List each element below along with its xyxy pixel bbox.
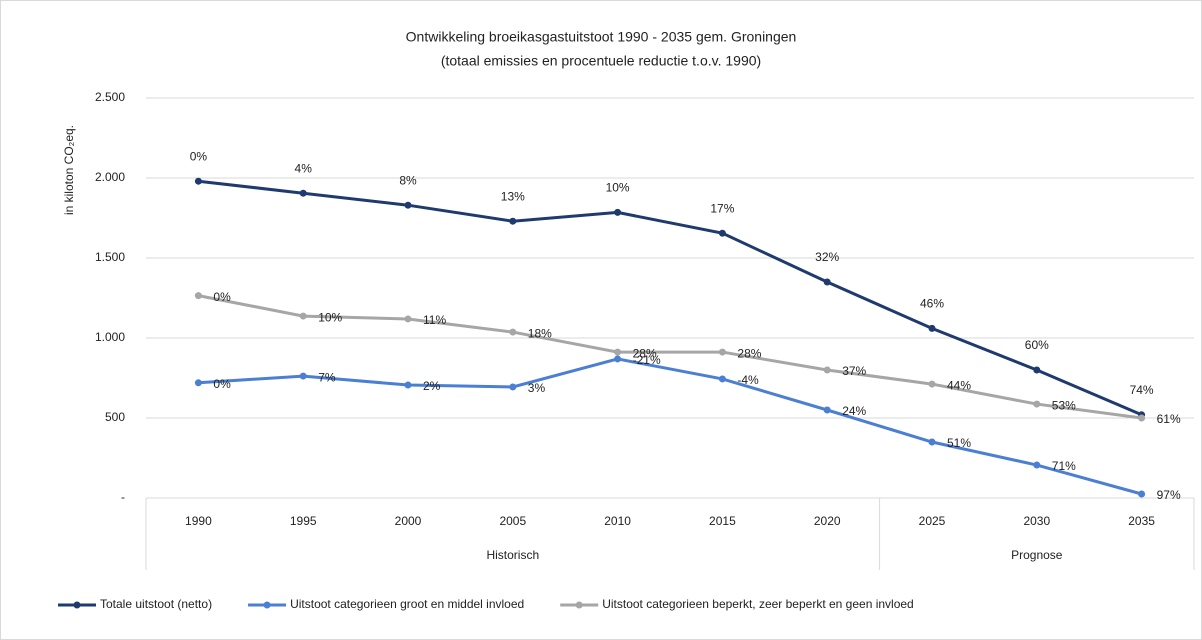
data-label: 51% bbox=[947, 436, 971, 450]
data-point bbox=[823, 366, 831, 374]
x-tick-label: 2015 bbox=[709, 514, 736, 528]
group-label: Historisch bbox=[486, 548, 539, 562]
legend-marker bbox=[73, 601, 81, 609]
x-tick-label: 2000 bbox=[395, 514, 422, 528]
data-point bbox=[509, 217, 517, 225]
data-point bbox=[509, 383, 517, 391]
data-point bbox=[404, 315, 412, 323]
data-label: 28% bbox=[633, 346, 657, 360]
legend-marker bbox=[575, 601, 583, 609]
data-point bbox=[614, 208, 622, 216]
data-label: 3% bbox=[528, 381, 546, 395]
x-tick-label: 2030 bbox=[1023, 514, 1050, 528]
data-point bbox=[299, 312, 307, 320]
data-label: 24% bbox=[842, 404, 866, 418]
y-tick-label: 2.500 bbox=[95, 90, 125, 104]
data-point bbox=[299, 372, 307, 380]
chart-subtitle: (totaal emissies en procentuele reductie… bbox=[441, 53, 761, 69]
series-line bbox=[198, 294, 1142, 420]
data-label: 8% bbox=[399, 173, 417, 187]
y-tick-label: 1.500 bbox=[95, 250, 125, 264]
data-label: -21% bbox=[633, 353, 661, 367]
y-tick-label: 500 bbox=[105, 410, 125, 424]
data-label: 7% bbox=[318, 370, 336, 384]
series-line bbox=[198, 179, 1143, 417]
data-point bbox=[718, 348, 726, 356]
data-label: 0% bbox=[213, 377, 231, 391]
series-line bbox=[198, 357, 1142, 496]
data-point bbox=[1033, 400, 1041, 408]
data-label: 13% bbox=[501, 189, 525, 203]
data-point bbox=[823, 278, 831, 286]
data-point bbox=[404, 381, 412, 389]
data-label: -4% bbox=[737, 373, 759, 387]
data-point bbox=[194, 292, 202, 300]
data-point bbox=[1033, 461, 1041, 469]
data-point bbox=[614, 355, 622, 363]
y-tick-label: - bbox=[121, 490, 125, 504]
data-point bbox=[509, 328, 517, 336]
x-tick-label: 1995 bbox=[290, 514, 317, 528]
legend-label: Totale uitstoot (netto) bbox=[100, 597, 212, 611]
data-label: 97% bbox=[1157, 488, 1181, 502]
data-label: 44% bbox=[947, 378, 971, 392]
data-point bbox=[718, 375, 726, 383]
data-point bbox=[1033, 366, 1041, 374]
legend-marker bbox=[263, 601, 271, 609]
data-label: 61% bbox=[1157, 412, 1181, 426]
data-point bbox=[928, 380, 936, 388]
x-tick-label: 2010 bbox=[604, 514, 631, 528]
data-point bbox=[928, 438, 936, 446]
data-label: 60% bbox=[1025, 338, 1049, 352]
data-point bbox=[928, 324, 936, 332]
data-point bbox=[614, 348, 622, 356]
data-label: 10% bbox=[318, 310, 342, 324]
data-point bbox=[194, 379, 202, 387]
data-label: 11% bbox=[423, 313, 446, 327]
data-label: 10% bbox=[606, 181, 630, 195]
group-label: Prognose bbox=[1011, 548, 1063, 562]
y-tick-label: 1.000 bbox=[95, 330, 125, 344]
y-axis-label: in kiloton CO₂eq. bbox=[62, 125, 76, 215]
data-label: 0% bbox=[190, 149, 208, 163]
chart-title: Ontwikkeling broeikasgastuitstoot 1990 -… bbox=[406, 29, 797, 45]
data-label: 53% bbox=[1052, 398, 1076, 412]
x-tick-label: 2005 bbox=[499, 514, 526, 528]
x-tick-label: 2025 bbox=[919, 514, 946, 528]
data-point bbox=[404, 201, 412, 209]
data-label: 0% bbox=[213, 290, 231, 304]
legend-label: Uitstoot categorieen beperkt, zeer beper… bbox=[602, 597, 914, 611]
y-tick-label: 2.000 bbox=[95, 170, 125, 184]
data-point bbox=[299, 189, 307, 197]
data-label: 46% bbox=[920, 297, 944, 311]
data-label: 32% bbox=[815, 250, 839, 264]
data-point bbox=[194, 177, 202, 185]
data-point bbox=[718, 229, 726, 237]
data-label: 18% bbox=[528, 326, 552, 340]
x-tick-label: 2020 bbox=[814, 514, 841, 528]
data-label: 4% bbox=[295, 161, 313, 175]
data-label: 37% bbox=[842, 364, 866, 378]
x-tick-label: 1990 bbox=[185, 514, 212, 528]
data-point bbox=[1138, 414, 1146, 422]
data-label: 17% bbox=[710, 201, 734, 215]
data-point bbox=[823, 406, 831, 414]
data-label: 71% bbox=[1052, 459, 1076, 473]
data-label: 28% bbox=[737, 346, 761, 360]
data-label: 74% bbox=[1130, 383, 1154, 397]
data-label: 2% bbox=[423, 379, 441, 393]
legend-label: Uitstoot categorieen groot en middel inv… bbox=[290, 597, 524, 611]
x-tick-label: 2035 bbox=[1128, 514, 1155, 528]
data-point bbox=[1138, 490, 1146, 498]
